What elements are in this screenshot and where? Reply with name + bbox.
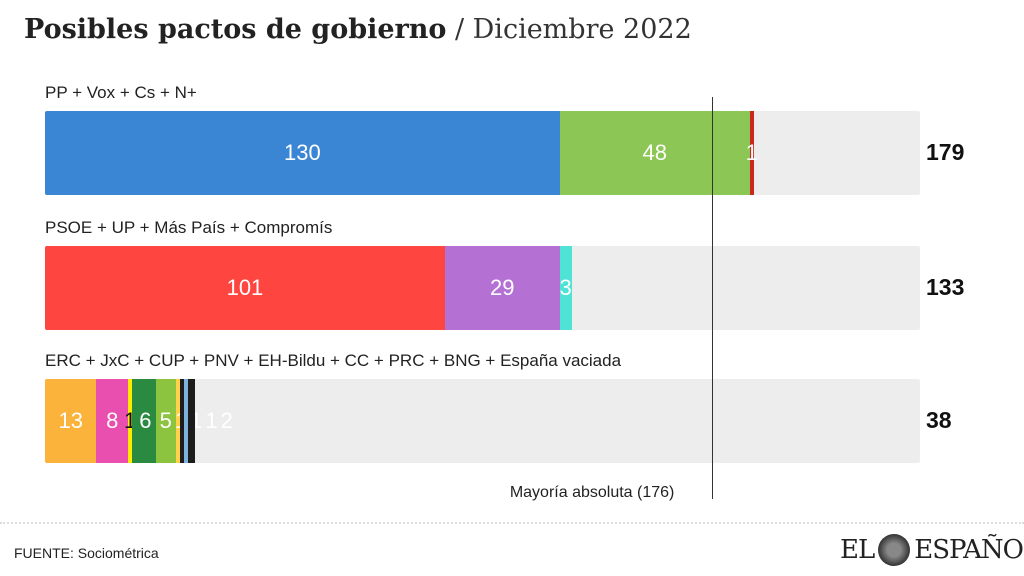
- bar-segment: [96, 379, 129, 463]
- group-label: PP + Vox + Cs + N+: [45, 83, 197, 102]
- bar-track: 101 29 3: [45, 246, 920, 330]
- bar-track: 1381651112: [45, 379, 920, 463]
- bar-segment: [45, 111, 560, 195]
- segment-value-label: 8: [106, 408, 119, 433]
- chart-title: Posibles pactos de gobierno / Diciembre …: [24, 14, 692, 45]
- majority-line: [711, 97, 713, 499]
- logo-espanol: ESPAÑOL: [914, 535, 1024, 565]
- segment-value-label: 1: [745, 140, 758, 165]
- group-total: 179: [926, 139, 965, 165]
- bar-segment: [183, 379, 188, 463]
- title-main: Posibles pactos de gobierno: [24, 14, 447, 45]
- segment-value-label: 2: [220, 408, 233, 433]
- bar-segment: [559, 111, 750, 195]
- lion-icon: [878, 534, 911, 566]
- segment-value-label: 29: [490, 275, 515, 300]
- group-total: 133: [926, 274, 965, 300]
- segment-value-label: 5: [159, 408, 172, 433]
- logo-el: EL: [840, 535, 875, 565]
- bar-segment: [179, 379, 184, 463]
- bar-segment: [132, 379, 156, 463]
- segment-value-label: 13: [58, 408, 83, 433]
- majority-label: Mayoría absoluta (176): [509, 484, 675, 501]
- bar-segment: [749, 111, 754, 195]
- bar-segment: [175, 379, 180, 463]
- bar-segment: [187, 379, 196, 463]
- bar-segment: [155, 379, 176, 463]
- group-label: ERC + JxC + CUP + PNV + EH-Bildu + CC + …: [45, 351, 622, 370]
- divider: [0, 522, 1024, 524]
- bar-segment: [45, 246, 445, 330]
- el-espanol-logo: EL ESPAÑOL: [840, 534, 1024, 566]
- title-date: / Diciembre 2022: [454, 14, 692, 45]
- bar-track: 130 48 1: [45, 111, 920, 195]
- segment-value-label: 48: [642, 140, 667, 165]
- segment-value-label: 130: [283, 140, 321, 165]
- group-label: PSOE + UP + Más País + Compromís: [45, 218, 333, 237]
- group-total: 38: [926, 407, 952, 433]
- segment-value-label: 1: [205, 408, 218, 433]
- bar-segment: [45, 379, 97, 463]
- segment-value-label: 6: [139, 408, 152, 433]
- segment-value-label: 3: [559, 275, 572, 300]
- segment-value-label: 101: [226, 275, 264, 300]
- bar-segment: [128, 379, 133, 463]
- bar-segment: [559, 246, 572, 330]
- bar-segment: [444, 246, 560, 330]
- source-text: FUENTE: Sociométrica: [14, 545, 159, 561]
